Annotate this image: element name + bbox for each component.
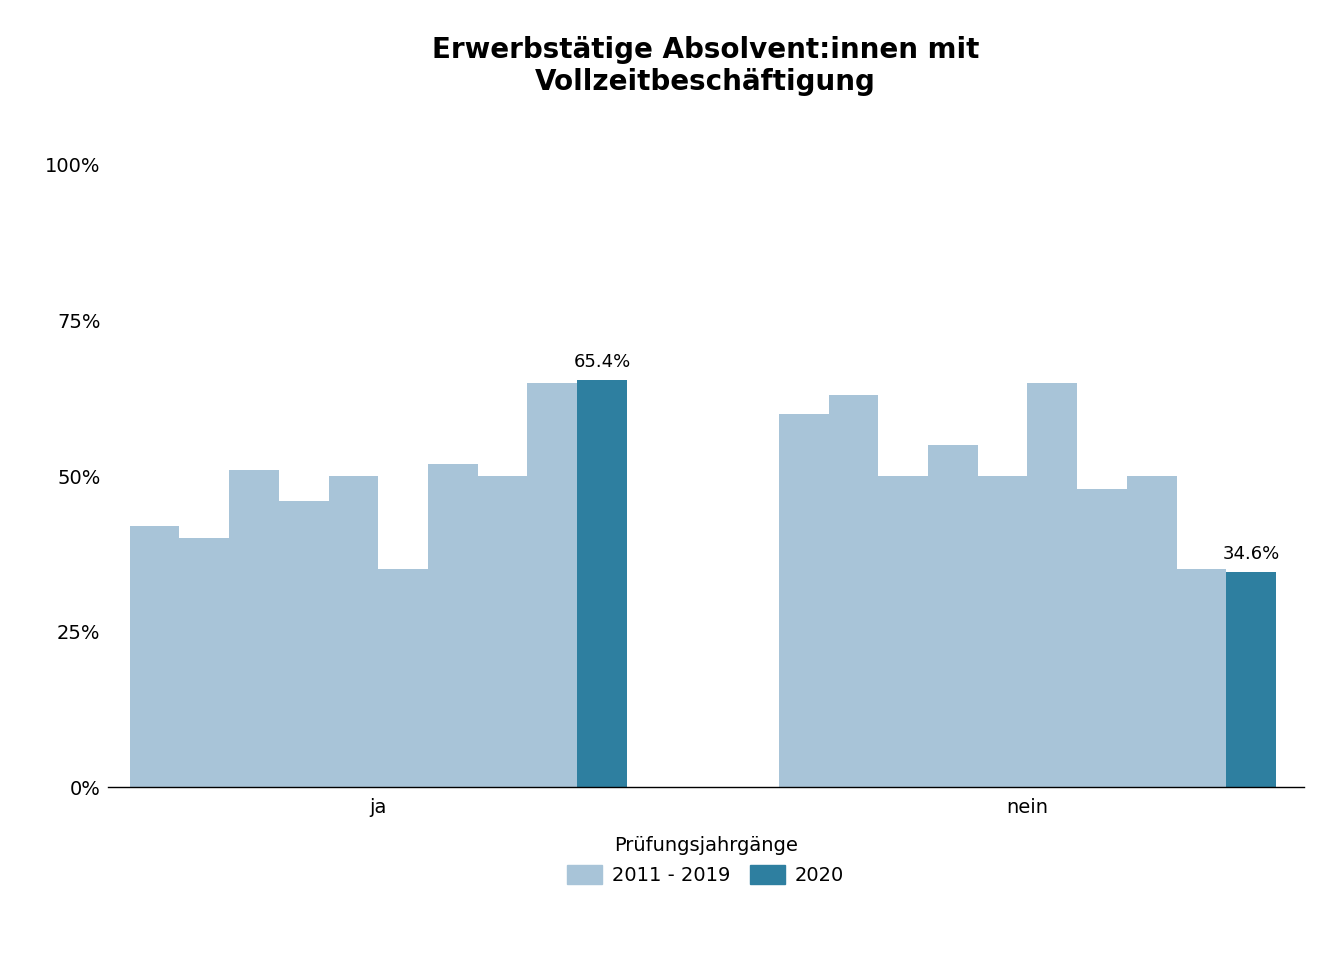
Bar: [778, 414, 828, 787]
Bar: [1027, 383, 1077, 787]
Bar: [1077, 489, 1126, 787]
Title: Erwerbstätige Absolvent:innen mit
Vollzeitbeschäftigung: Erwerbstätige Absolvent:innen mit Vollze…: [431, 36, 980, 96]
Bar: [477, 476, 527, 787]
Text: 65.4%: 65.4%: [574, 353, 630, 371]
Bar: [977, 476, 1027, 787]
Bar: [427, 464, 477, 787]
Legend: 2011 - 2019, 2020: 2011 - 2019, 2020: [567, 836, 844, 885]
Bar: [577, 380, 626, 787]
Bar: [129, 526, 179, 787]
Bar: [878, 476, 927, 787]
Bar: [527, 383, 577, 787]
Bar: [828, 396, 878, 787]
Text: 34.6%: 34.6%: [1223, 544, 1279, 563]
Bar: [1226, 572, 1275, 787]
Bar: [278, 501, 328, 787]
Bar: [1126, 476, 1176, 787]
Bar: [1176, 569, 1226, 787]
Bar: [179, 539, 228, 787]
Bar: [927, 445, 977, 787]
Bar: [378, 569, 427, 787]
Bar: [228, 469, 278, 787]
Bar: [328, 476, 378, 787]
